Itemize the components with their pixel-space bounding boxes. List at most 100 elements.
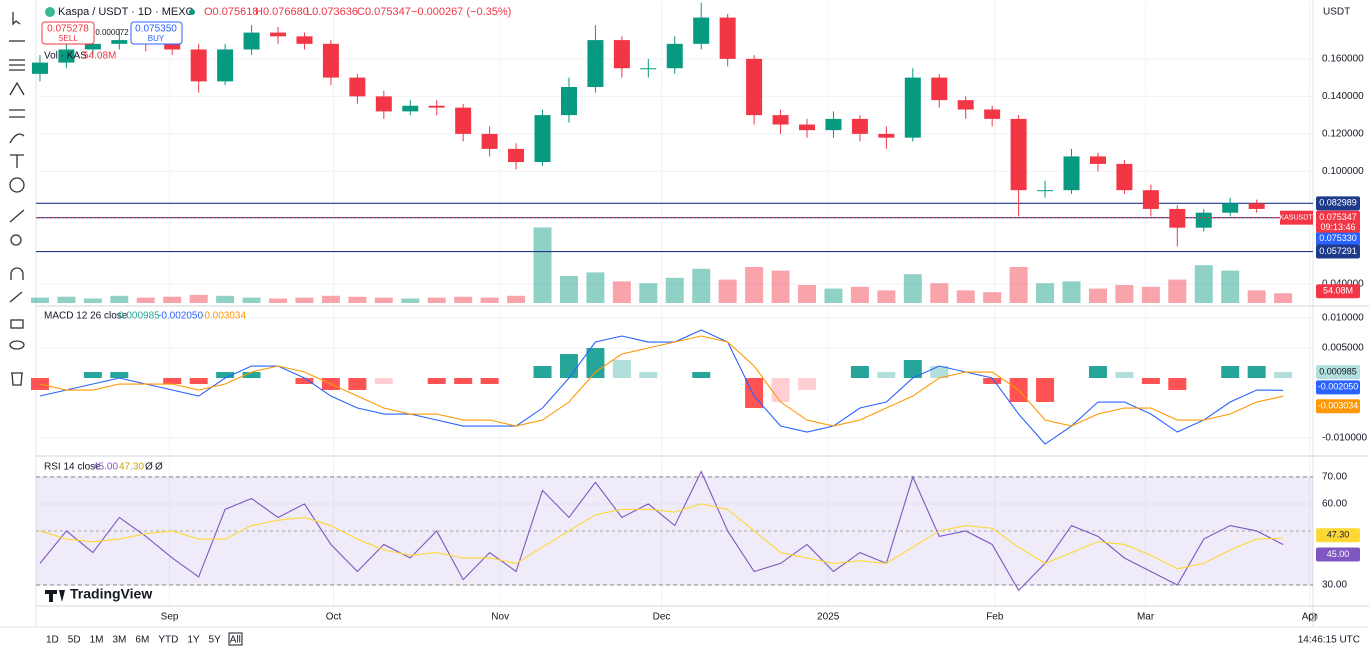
candle-body [455, 107, 472, 134]
range-button[interactable]: All [230, 635, 241, 646]
hide-tool[interactable] [9, 340, 25, 350]
volume-bar [877, 290, 896, 303]
candle-body [851, 118, 868, 134]
text-tool[interactable] [10, 154, 24, 168]
ticker-bg [1280, 210, 1313, 225]
drawing-mode[interactable] [9, 291, 23, 303]
market-status [189, 9, 195, 15]
candle-body [1010, 118, 1027, 191]
delete-tool[interactable] [11, 372, 23, 386]
candle-body [243, 32, 260, 50]
volume-bar [507, 295, 526, 303]
currency[interactable]: USDT [1323, 7, 1350, 18]
clock: 14:46:15 UTC [1298, 635, 1360, 646]
rsi-tag-bg [1316, 528, 1360, 543]
date-range-button[interactable] [228, 632, 243, 646]
volume-bar [136, 297, 155, 303]
candle-body [772, 115, 789, 125]
volume-bar [1221, 270, 1240, 303]
range-button[interactable]: YTD [158, 635, 178, 646]
candle-body [666, 43, 683, 69]
macd-tag: 0.000985 [1319, 366, 1357, 376]
macd-histogram [1036, 378, 1055, 403]
volume-bar [110, 295, 129, 303]
range-button[interactable]: 6M [135, 635, 149, 646]
macd-histogram [586, 348, 605, 379]
candle-body [1195, 212, 1212, 228]
volume-bar [1062, 281, 1081, 303]
ruler-tool[interactable] [9, 209, 25, 223]
lock-tool[interactable] [10, 319, 24, 329]
buy-button[interactable] [130, 21, 183, 45]
volume-bar [83, 298, 102, 303]
change: −0.000267 (−0.35%) [411, 6, 511, 18]
emoji-tool[interactable] [9, 177, 25, 193]
candle-body [349, 77, 366, 97]
range-button[interactable]: 1Y [187, 635, 200, 646]
volume-bar [401, 298, 420, 303]
projection-tool[interactable] [9, 109, 25, 118]
hline-label: 0.075330 [1319, 233, 1357, 243]
rsi-tag: 47.30 [1327, 530, 1350, 540]
brush-tool[interactable] [9, 133, 25, 144]
volume-bar [295, 297, 314, 303]
ohlc-low: L0.073636 [306, 6, 358, 18]
cursor-tool[interactable] [12, 12, 21, 26]
y-tick-label: -0.010000 [1322, 433, 1367, 444]
volume-bar [163, 296, 182, 303]
range-button[interactable]: 3M [113, 635, 127, 646]
indicator-line [39, 335, 1284, 427]
candle-body [560, 86, 577, 116]
macd-histogram [163, 378, 182, 385]
volume-bar [586, 272, 605, 303]
volume-bar [454, 296, 473, 303]
macd-histogram [1247, 366, 1266, 379]
macd-histogram [559, 354, 578, 379]
magnet-tool[interactable] [10, 267, 24, 280]
range-button[interactable]: 1D [46, 635, 59, 646]
zoom-tool[interactable] [10, 234, 22, 246]
volume-name: Vol · KAS [44, 51, 87, 62]
macd-name: MACD 12 26 close [44, 311, 128, 322]
volume-bar [427, 297, 446, 303]
rsi-legend: 47.30 [119, 462, 144, 473]
macd-histogram [798, 378, 817, 391]
fib-tool[interactable] [9, 59, 25, 71]
y-tick-label: 0.010000 [1322, 313, 1364, 324]
y-tick-label: 0.040000 [1322, 279, 1364, 290]
macd-tag-bg [1316, 365, 1360, 380]
candle-body [878, 133, 895, 138]
x-tick-label: Mar [1137, 612, 1155, 623]
range-button[interactable]: 5Y [209, 635, 222, 646]
spread: 0.000072 [95, 28, 129, 37]
macd-histogram [480, 378, 499, 385]
candle-body [428, 105, 445, 108]
hline-label-bg [1316, 196, 1360, 211]
macd-histogram [639, 372, 658, 379]
macd-legend: 0.000985 [118, 311, 160, 322]
macd-histogram [374, 378, 393, 385]
macd-histogram [612, 360, 631, 379]
candle-body [1063, 156, 1080, 191]
rsi-legend: Ø [155, 462, 163, 473]
volume-tag-bg [1316, 284, 1360, 299]
candle-body [1142, 190, 1159, 209]
range-button[interactable]: 5D [68, 635, 81, 646]
volume-bar [639, 283, 658, 303]
range-button[interactable]: 1M [90, 635, 104, 646]
pattern-tool[interactable] [9, 81, 25, 96]
macd-histogram [1274, 372, 1293, 379]
candle-body [1222, 203, 1239, 213]
x-tick-label: Apr [1302, 612, 1318, 623]
hline-label: 0.057291 [1319, 246, 1357, 256]
candle-body [84, 43, 101, 50]
logo: TradingView [70, 586, 152, 602]
settings-button[interactable] [1308, 612, 1318, 622]
sell-button[interactable] [41, 21, 95, 45]
macd-histogram [427, 378, 446, 385]
candle-body [375, 96, 392, 112]
y-tick-label: 0.120000 [1322, 129, 1364, 140]
x-tick-label: Dec [653, 612, 671, 623]
macd-histogram [533, 366, 552, 379]
